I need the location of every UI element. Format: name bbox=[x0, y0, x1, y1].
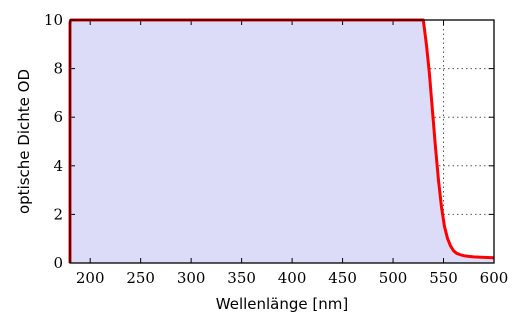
x-tick-labels: 200 250 300 350 400 450 500 550 600 bbox=[76, 269, 508, 287]
x-axis-label: Wellenlänge [nm] bbox=[216, 295, 348, 313]
x-tick-label-550: 550 bbox=[429, 269, 458, 287]
x-tick-label-350: 350 bbox=[227, 269, 256, 287]
x-tick-label-450: 450 bbox=[328, 269, 357, 287]
y-tick-labels: 0 2 4 6 8 10 bbox=[44, 11, 63, 272]
x-tick-label-200: 200 bbox=[76, 269, 105, 287]
y-tick-label-2: 2 bbox=[53, 205, 63, 223]
plot-frame bbox=[69, 19, 495, 264]
x-tick-label-300: 300 bbox=[177, 269, 206, 287]
y-axis-label: optische Dichte OD bbox=[15, 69, 33, 214]
x-tick-label-500: 500 bbox=[379, 269, 408, 287]
y-tick-label-6: 6 bbox=[53, 108, 63, 126]
y-tick-label-4: 4 bbox=[53, 157, 63, 175]
y-tick-label-0: 0 bbox=[53, 254, 63, 272]
y-tick-label-10: 10 bbox=[44, 11, 63, 29]
x-tick-label-400: 400 bbox=[278, 269, 307, 287]
x-tick-label-250: 250 bbox=[126, 269, 155, 287]
od-area-fill bbox=[70, 20, 494, 263]
y-tick-label-8: 8 bbox=[53, 60, 63, 78]
x-tick-label-600: 600 bbox=[480, 269, 509, 287]
